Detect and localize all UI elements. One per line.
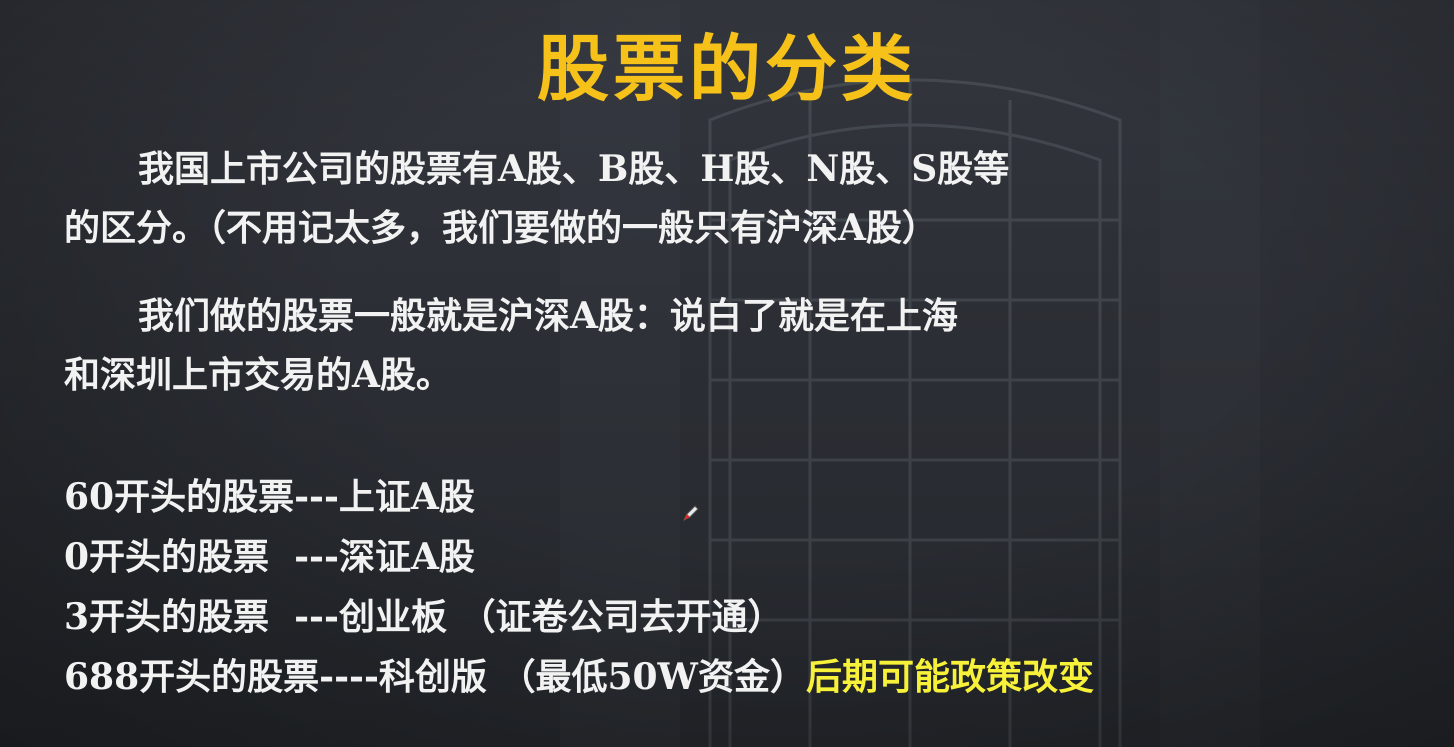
- list-item-text: 688开头的股票----科创版 （最低50W资金）: [64, 656, 806, 698]
- list-item: 0开头的股票 ---深证A股: [64, 527, 1364, 587]
- background-building-image: [560, 0, 1122, 747]
- paragraph-a-share-types: 我国上市公司的股票有A股、B股、H股、N股、S股等 的区分。（不用记太多，我们要…: [64, 140, 1184, 258]
- pen-cursor-icon: [682, 505, 699, 522]
- paragraph-line: 我国上市公司的股票有A股、B股、H股、N股、S股等: [138, 148, 1010, 190]
- slide-title: 股票的分类: [536, 26, 917, 111]
- list-item-text: 60开头的股票---上证A股: [64, 476, 475, 518]
- list-item: 60开头的股票---上证A股: [64, 467, 1364, 527]
- paragraph-hushen-a-share: 我们做的股票一般就是沪深A股：说白了就是在上海 和深圳上市交易的A股。: [64, 287, 1184, 405]
- list-item-text: 0开头的股票 ---深证A股: [64, 536, 475, 578]
- paragraph-line: 的区分。（不用记太多，我们要做的一般只有沪深A股）: [64, 207, 938, 249]
- paragraph-line: 我们做的股票一般就是沪深A股：说白了就是在上海: [138, 295, 958, 337]
- list-item: 3开头的股票 ---创业板 （证卷公司去开通）: [64, 587, 1364, 647]
- paragraph-line: 和深圳上市交易的A股。: [64, 354, 452, 396]
- stock-code-list: 60开头的股票---上证A股 0开头的股票 ---深证A股 3开头的股票 ---…: [64, 467, 1364, 707]
- policy-change-note: 后期可能政策改变: [805, 656, 1094, 698]
- list-item: 688开头的股票----科创版 （最低50W资金）后期可能政策改变: [64, 647, 1364, 707]
- list-item-text: 3开头的股票 ---创业板 （证卷公司去开通）: [64, 596, 784, 638]
